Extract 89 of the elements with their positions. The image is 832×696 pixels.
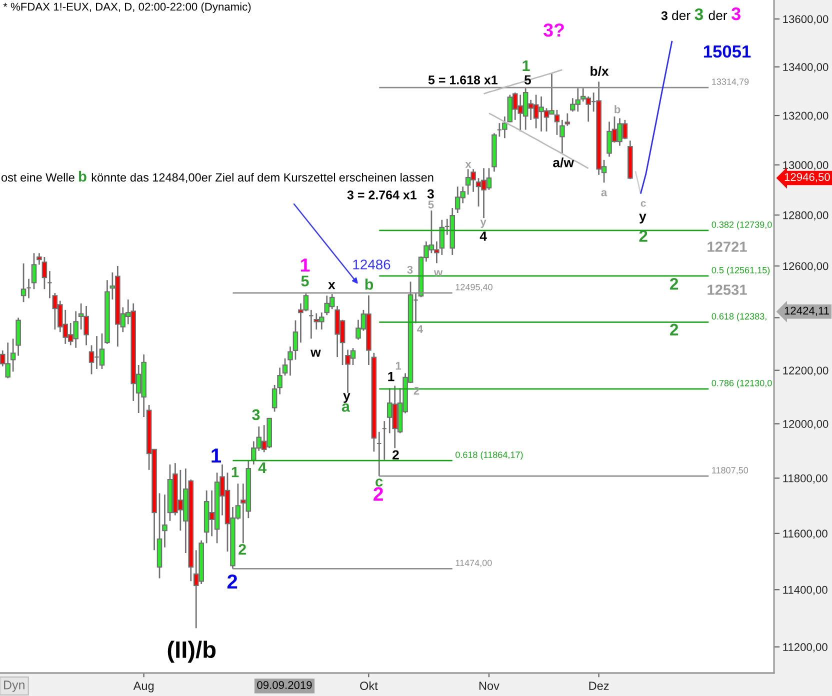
y-tick-label: 12200,00: [783, 366, 828, 376]
series-label: 0.382 (12739,0: [712, 221, 772, 230]
annotation: a: [342, 403, 350, 412]
annotation: 1: [232, 467, 239, 478]
annotation: w: [310, 350, 321, 357]
annotation: a/w: [553, 158, 574, 168]
annotation: 2: [670, 324, 678, 336]
x-tick-label: Dez: [589, 682, 609, 690]
annotation: 3 = 2.764 x1: [347, 190, 417, 200]
annotation: 1: [388, 372, 394, 382]
line-series: [483, 69, 563, 94]
series-label: 12495,40: [456, 284, 492, 292]
annotation: 5: [301, 276, 309, 286]
annotation: 5: [524, 75, 531, 85]
series-label: 11807,50: [712, 467, 748, 475]
annotation: 2: [670, 278, 678, 290]
annotation: c: [376, 478, 383, 487]
candlestick: [162, 494, 168, 548]
y-tick-label: 13000,00: [783, 161, 828, 170]
annotation: 1: [396, 362, 402, 370]
series-label: 11474,00: [456, 560, 492, 568]
y-tick-label: 12800,00: [783, 211, 828, 220]
x-tick-label: Okt: [360, 681, 378, 690]
chart-title: * %FDAX 1!-EUX, DAX, D, 02:00-22:00 (Dynamic): [3, 2, 251, 13]
annotation: 2: [238, 544, 246, 555]
annotation: x: [328, 282, 336, 290]
annotation: y: [639, 214, 646, 224]
candlestick: [554, 109, 560, 136]
y-tick-label: 12600,00: [783, 262, 828, 272]
annotation: y: [480, 220, 486, 228]
annotation: 12486: [353, 260, 390, 270]
y-tick-label: 11800,00: [783, 474, 828, 484]
text: Dyn: [4, 680, 24, 692]
candlestick: [20, 262, 26, 303]
annotation: 3: [252, 409, 260, 420]
annotation: 4: [417, 325, 424, 333]
annotation: 1: [300, 258, 310, 272]
annotation: b: [614, 105, 620, 114]
series-label: 0.618 (12383,: [712, 312, 766, 322]
annotation: 3 der 3 der 3: [661, 7, 740, 20]
annotation: a: [601, 190, 608, 196]
annotation: y: [343, 393, 350, 403]
candlestick: [292, 320, 298, 360]
annotation: 15051: [704, 45, 751, 58]
x-tick-label: Nov: [479, 682, 500, 690]
annotation: c: [640, 201, 646, 207]
text: 12946,50: [784, 173, 830, 182]
annotation: 4: [480, 232, 487, 241]
annotation: 2: [374, 487, 383, 501]
annotation: 1: [212, 448, 222, 463]
line-series: [488, 112, 590, 170]
annotation: w: [434, 270, 443, 276]
annotation: 2: [392, 450, 399, 460]
text: 12424,11: [784, 306, 829, 316]
annotation: 3?: [543, 23, 564, 37]
y-tick-label: 11200,00: [783, 643, 828, 652]
text: 09.09.2019: [257, 681, 312, 689]
annotation: 4: [258, 462, 266, 473]
y-tick-label: 11400,00: [783, 586, 828, 596]
annotation: 5: [428, 200, 434, 208]
series-label: 0.5 (12561,15): [712, 266, 770, 276]
annotation: 5 = 1.618 x1: [428, 76, 498, 84]
candlestick: [31, 252, 37, 290]
y-tick-label: 11600,00: [783, 530, 828, 539]
annotation: 12721: [708, 242, 747, 252]
series-label: 0.618 (11864,17): [456, 451, 523, 460]
annotation: 2: [227, 574, 238, 589]
candlestick: [282, 358, 288, 376]
candlestick: [42, 256, 48, 290]
annotation: 12531: [708, 284, 747, 295]
annotation: x: [465, 162, 472, 168]
annotation: b: [365, 278, 374, 290]
annotation: 3: [427, 189, 434, 199]
candlestick: [288, 346, 293, 376]
candlestick: [36, 252, 42, 266]
y-tick-label: 13200,00: [783, 112, 828, 121]
annotation: 3: [407, 266, 413, 274]
x-tick-label: Aug: [133, 682, 154, 692]
y-tick-label: 13400,00: [783, 63, 828, 72]
line-series: [640, 40, 673, 194]
y-tick-label: 12000,00: [783, 420, 828, 430]
annotation: b/x: [590, 66, 609, 76]
series-label: 0.786 (12130,0: [712, 380, 772, 388]
annotation: (II)/b: [168, 640, 216, 663]
series-label: 13314,79: [712, 78, 749, 86]
annotation: 1: [522, 60, 530, 71]
y-tick-label: 13600,00: [783, 15, 828, 24]
text: ost eine Welle b könnte das 12484,00er Ziel auf dem Kurszettel erscheinen lassen: [1, 170, 434, 184]
annotation: 2: [639, 230, 648, 242]
